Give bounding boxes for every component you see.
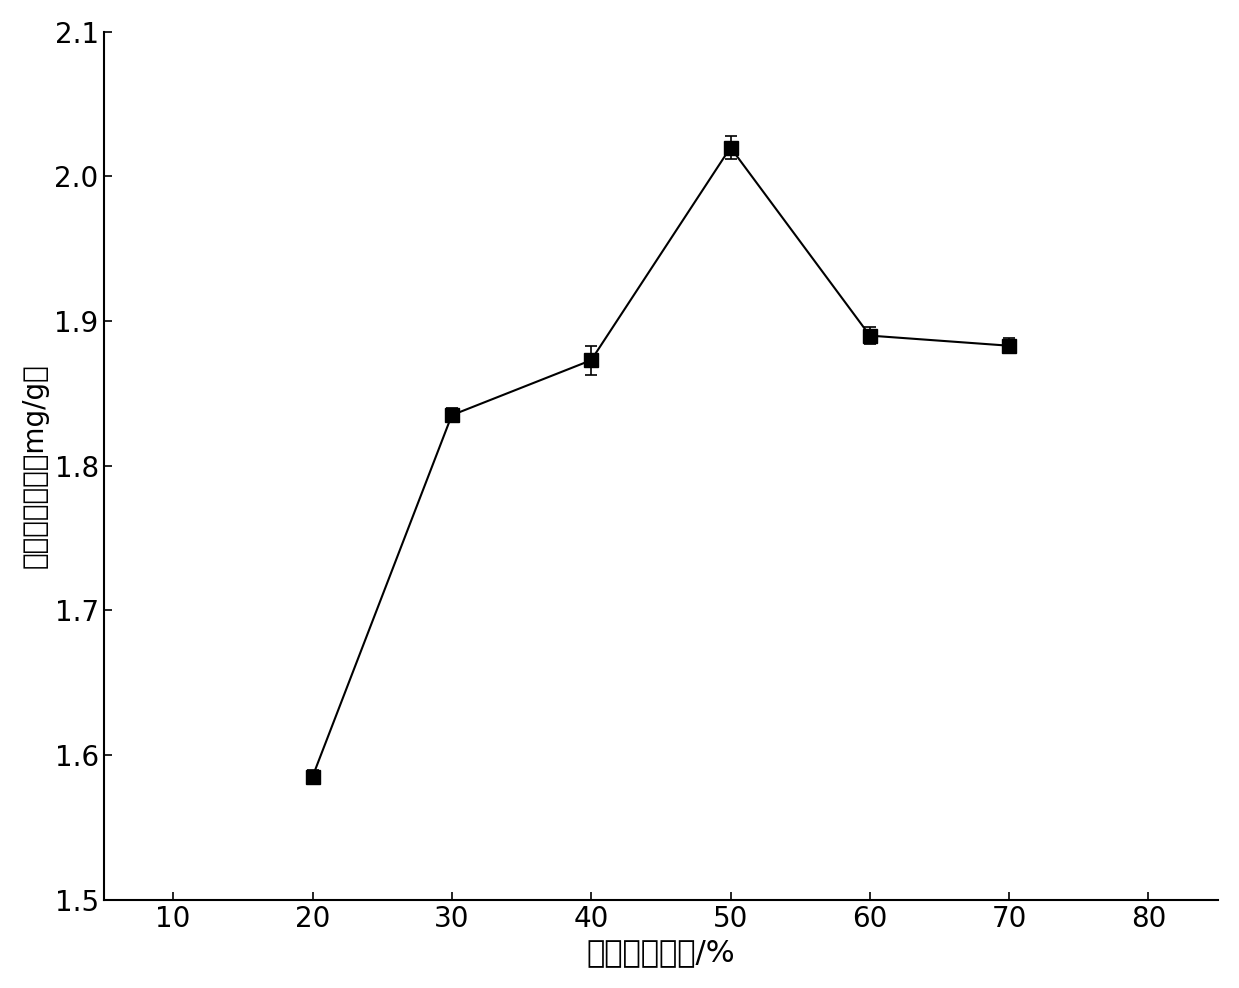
X-axis label: 乙醇体积分数/%: 乙醇体积分数/% bbox=[586, 939, 735, 967]
Y-axis label: 黄酮提取量／（mg/g）: 黄酮提取量／（mg/g） bbox=[21, 364, 48, 568]
